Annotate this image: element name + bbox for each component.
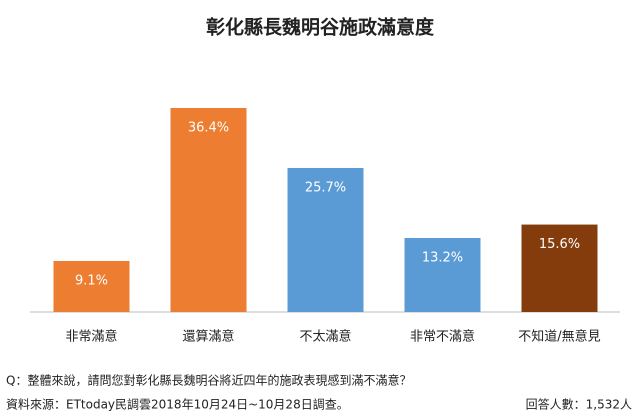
x-tick-label: 不知道/無意見 [518,329,600,345]
bar [53,261,130,312]
value-label: 15.6% [539,237,580,252]
bar [170,108,247,312]
value-label: 36.4% [188,121,229,136]
bar [404,238,481,312]
x-tick-label: 還算滿意 [182,329,234,345]
x-tick-label: 非常滿意 [65,329,117,345]
value-label: 25.7% [305,180,346,195]
source-note: 資料來源：ETtoday民調雲2018年10月24日~10月28日調查。 [6,398,349,412]
respondents-note: 回答人數：1,532人 [526,397,632,412]
bar [521,224,598,312]
x-tick-label: 非常不滿意 [410,329,475,345]
x-tick-label: 不太滿意 [299,329,351,345]
value-label: 13.2% [422,251,463,266]
value-label: 9.1% [75,274,108,289]
chart-title: 彰化縣長魏明谷施政滿意度 [206,16,435,39]
question-note: Q：整體來說，請問您對彰化縣長魏明谷將近四年的施政表現感到滿不滿意？ [6,373,411,388]
bar [287,167,364,312]
